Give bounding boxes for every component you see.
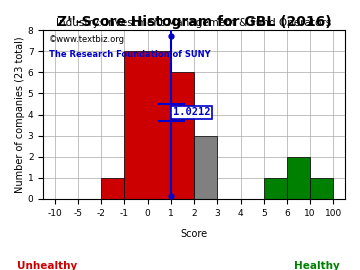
Bar xyxy=(264,178,287,199)
Bar xyxy=(101,178,125,199)
Bar xyxy=(125,51,171,199)
Text: The Research Foundation of SUNY: The Research Foundation of SUNY xyxy=(49,50,211,59)
Text: Industry: Investment Management & Fund Operators: Industry: Investment Management & Fund O… xyxy=(57,18,332,28)
Text: ©www.textbiz.org: ©www.textbiz.org xyxy=(49,35,125,44)
Title: Z''-Score Histogram for GBL (2016): Z''-Score Histogram for GBL (2016) xyxy=(57,15,332,29)
Text: Healthy: Healthy xyxy=(294,261,340,270)
Text: Unhealthy: Unhealthy xyxy=(17,261,77,270)
Bar xyxy=(171,72,194,199)
Text: 1.0212: 1.0212 xyxy=(172,107,210,117)
Bar xyxy=(194,136,217,199)
Bar xyxy=(287,157,310,199)
X-axis label: Score: Score xyxy=(181,229,208,239)
Y-axis label: Number of companies (23 total): Number of companies (23 total) xyxy=(15,36,25,193)
Bar xyxy=(310,178,333,199)
